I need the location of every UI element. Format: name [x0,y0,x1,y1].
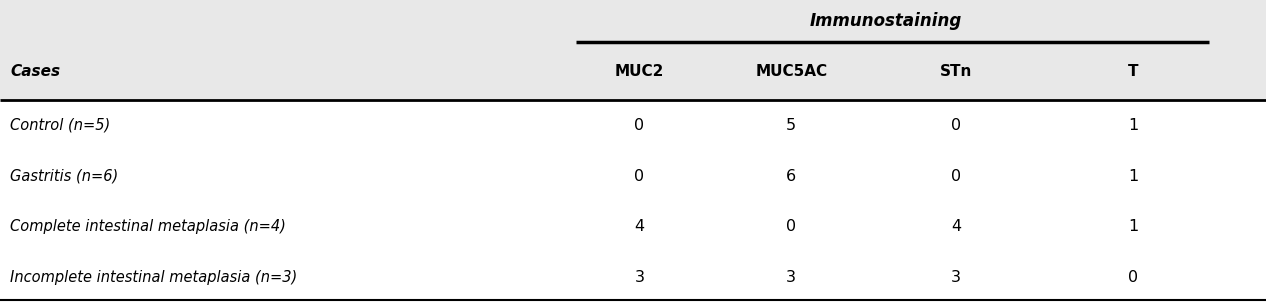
Text: T: T [1128,64,1138,79]
Text: 0: 0 [951,168,961,184]
Text: 4: 4 [951,219,961,235]
Text: Gastritis (n=6): Gastritis (n=6) [10,168,119,184]
Text: 3: 3 [786,270,796,285]
Text: 6: 6 [786,168,796,184]
Text: 4: 4 [634,219,644,235]
Text: MUC2: MUC2 [614,64,665,79]
Bar [0,0,1266,100]
Text: 0: 0 [634,118,644,133]
Text: 1: 1 [1128,168,1138,184]
Text: 0: 0 [951,118,961,133]
Text: STn: STn [939,64,972,79]
Text: 1: 1 [1128,219,1138,235]
Text: 5: 5 [786,118,796,133]
Text: Cases: Cases [10,64,61,79]
Text: Control (n=5): Control (n=5) [10,118,110,133]
Text: 0: 0 [1128,270,1138,285]
Text: 3: 3 [634,270,644,285]
Text: 1: 1 [1128,118,1138,133]
Text: 0: 0 [634,168,644,184]
Text: Immunostaining: Immunostaining [810,12,962,30]
Text: 0: 0 [786,219,796,235]
Text: Complete intestinal metaplasia (n=4): Complete intestinal metaplasia (n=4) [10,219,286,235]
Text: 3: 3 [951,270,961,285]
Text: Incomplete intestinal metaplasia (n=3): Incomplete intestinal metaplasia (n=3) [10,270,298,285]
Text: MUC5AC: MUC5AC [756,64,827,79]
